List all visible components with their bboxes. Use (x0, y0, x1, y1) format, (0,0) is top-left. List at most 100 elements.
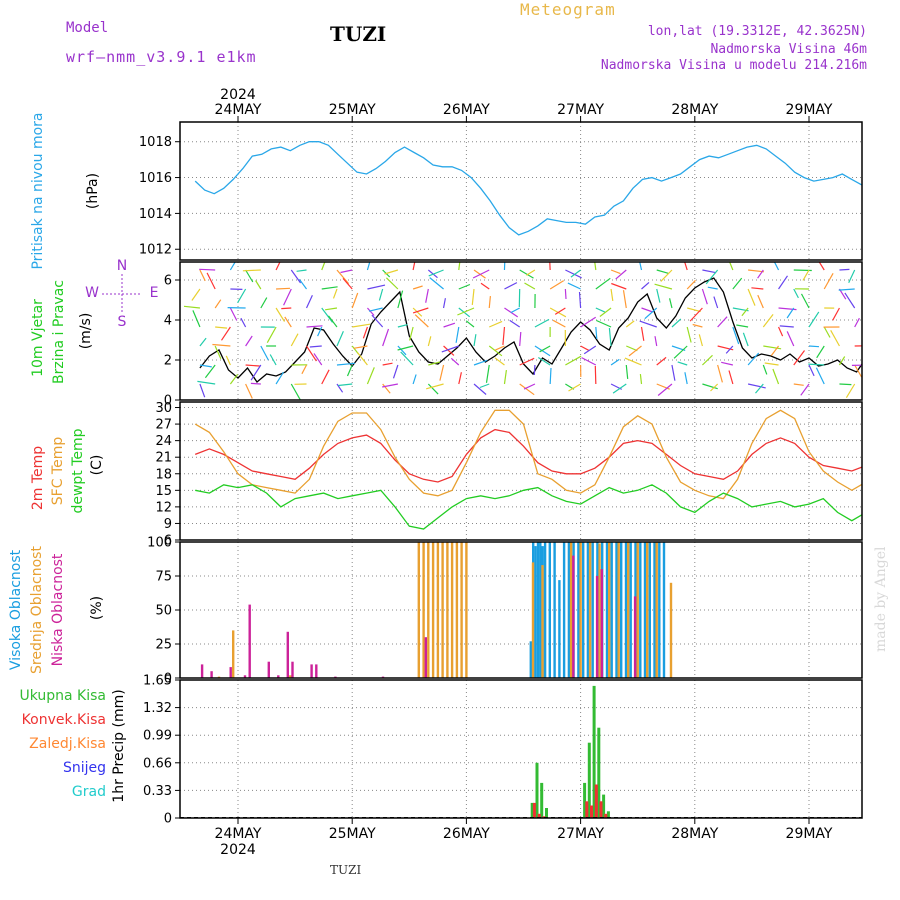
model-name: wrf–nmm_v3.9.1 e1km (66, 48, 257, 66)
bar (586, 542, 590, 678)
bar (600, 569, 603, 678)
precip-legend-3: Snijeg (63, 760, 106, 776)
wind-arrow (717, 364, 723, 383)
y-tick-label: 30 (155, 401, 172, 416)
wind-arrow (580, 316, 597, 328)
wind-arrow (199, 383, 206, 398)
cloud-low-label: Niska Oblacnost (50, 553, 66, 666)
bar (248, 604, 251, 678)
wind-arrow (382, 383, 391, 394)
wind-arrow (275, 371, 285, 385)
wind-arrow (692, 323, 703, 328)
wind-arrow (283, 288, 292, 306)
wind-arrow (425, 288, 429, 303)
y-tick-label: 0 (164, 394, 172, 409)
wind-arrow (732, 277, 743, 290)
bar (583, 782, 587, 818)
wind-arrow (441, 345, 459, 353)
wind-arrow (306, 345, 317, 362)
wind-arrow (885, 268, 897, 270)
y-tick-label: 100 (147, 536, 172, 551)
wind-arrow (458, 372, 462, 385)
bar (277, 675, 280, 678)
wind-arrow (747, 352, 760, 366)
y-tick-label: 1012 (139, 243, 172, 258)
wind-arrow (275, 307, 286, 322)
bar (539, 542, 542, 678)
bar (543, 542, 547, 678)
date-label-top: 24MAY (215, 102, 262, 118)
temp-sfc-label: SFC Temp (50, 437, 66, 506)
wind-arrow (229, 307, 238, 321)
wind-arrow (656, 356, 667, 366)
wind-arrow (385, 277, 399, 290)
wind-arrow (465, 320, 475, 328)
wind-arrow (266, 326, 277, 343)
wind-arrow (427, 383, 439, 395)
wind-arrow (221, 326, 231, 341)
wind-arrow (306, 325, 323, 328)
bar (587, 742, 591, 818)
bar (289, 675, 292, 678)
wind-arrow (880, 338, 886, 346)
wind-arrow (362, 326, 368, 339)
wind-arrow (245, 383, 253, 399)
wind-arrow (317, 326, 323, 337)
wind-arrow (509, 319, 521, 328)
wind-arrow (839, 268, 850, 271)
wind-arrow (426, 383, 444, 390)
wind-arrow (639, 262, 643, 271)
wind-arrow (838, 288, 855, 291)
wind-arrow (336, 362, 355, 366)
date-label-bottom: 28MAY (671, 826, 718, 842)
bar (572, 555, 575, 678)
lonlat-label: lon,lat (19.3312E, 42.3625N) (647, 24, 867, 39)
wind-arrow (325, 307, 338, 311)
wind-arrow (698, 334, 703, 347)
wind-arrow (519, 383, 535, 396)
bar (455, 542, 459, 678)
wind-arrow (867, 327, 885, 329)
wind-arrow (245, 364, 260, 367)
wind-arrow (657, 383, 673, 396)
wind-arrow (225, 355, 231, 366)
wind-arrow (523, 383, 536, 390)
wind-arrow (382, 362, 393, 366)
wind-arrow (594, 365, 597, 385)
bar (629, 542, 632, 678)
wind-arrow (823, 273, 834, 290)
wind-arrow (473, 383, 487, 395)
wind-arrow (400, 351, 414, 366)
bar (658, 542, 661, 678)
wind-arrow (183, 305, 200, 309)
wind-arrow (595, 307, 606, 313)
wind-label: 10m Vjetar (30, 299, 46, 377)
wind-arrow (242, 269, 261, 272)
wind-arrow (428, 269, 444, 277)
bar (579, 542, 582, 678)
wind-arrow (729, 262, 734, 271)
bar (536, 542, 540, 678)
bar (460, 542, 463, 678)
wind-arrow (671, 364, 676, 381)
wind-arrow (689, 307, 703, 322)
wind-arrow (534, 318, 550, 328)
wind-arrow (677, 361, 688, 366)
wind-arrow (485, 364, 490, 383)
wind-arrow (565, 269, 582, 279)
wind-arrow (305, 295, 313, 309)
wind-arrow (554, 307, 566, 315)
bar (590, 805, 593, 818)
wind-arrow (397, 324, 408, 328)
wind-arrow (599, 307, 612, 317)
precip-legend-4: Grad (72, 784, 106, 800)
bar (553, 542, 556, 678)
wind-arrow (240, 317, 247, 328)
wind-arrow (742, 332, 749, 347)
wind-arrow (382, 328, 390, 347)
wind-arrow (844, 292, 856, 309)
wind-arrow (639, 320, 657, 328)
wind-arrow (384, 269, 399, 275)
wind-arrow (701, 288, 708, 305)
precip-legend-2: Zaledj.Kisa (29, 736, 106, 752)
